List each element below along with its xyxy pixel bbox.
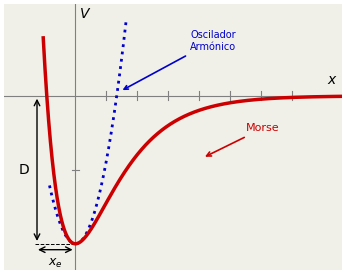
Text: Morse: Morse bbox=[207, 124, 280, 156]
Text: x: x bbox=[327, 73, 336, 87]
Text: V: V bbox=[80, 7, 89, 21]
Text: $x_e$: $x_e$ bbox=[48, 257, 62, 270]
Text: Oscilador
Armónico: Oscilador Armónico bbox=[124, 30, 236, 89]
Text: D: D bbox=[19, 163, 29, 177]
